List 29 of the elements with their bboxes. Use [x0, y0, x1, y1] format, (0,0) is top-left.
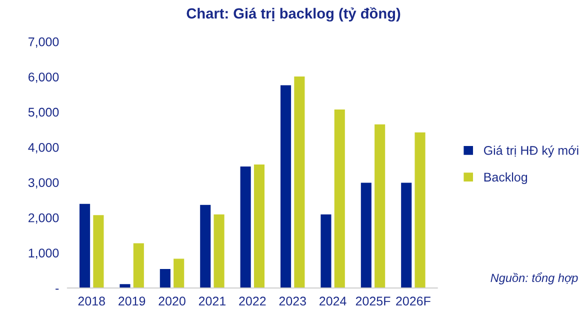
text: Nguồn: tổng hợp — [490, 272, 578, 284]
bar — [280, 84, 292, 288]
bar — [374, 124, 386, 288]
x-tick-label: 2020 — [158, 296, 186, 306]
bar — [172, 258, 185, 288]
chart-title: Chart: Giá trị backlog (tỷ đồng) — [186, 7, 400, 22]
y-tick-label: - — [56, 288, 59, 290]
x-tick-label: 2025F — [356, 296, 390, 306]
y-tick-label: 4,000 — [28, 143, 59, 154]
x-tick-label: 2024 — [320, 296, 346, 306]
y-tick-label: 5,000 — [28, 108, 59, 118]
bar — [159, 268, 172, 288]
x-tick-label: 2022 — [239, 296, 266, 306]
bar — [253, 164, 266, 288]
y-tick-label: 3,000 — [28, 178, 59, 189]
y-tick-label: 7,000 — [28, 37, 59, 48]
x-tick-label: 2023 — [279, 296, 306, 306]
legend-label: Backlog — [484, 172, 528, 184]
x-tick-label: 2021 — [198, 296, 226, 306]
y-tick-label: 6,000 — [28, 72, 59, 83]
x-tick-label: 2019 — [118, 296, 146, 306]
bar — [240, 166, 252, 288]
bar — [293, 76, 306, 288]
x-tick-label: 2026F — [396, 296, 430, 306]
bar — [360, 182, 372, 288]
legend-label: Giá trị HĐ ký mới — [484, 146, 578, 158]
x-tick-label: 2018 — [78, 296, 105, 306]
y-tick-label: 2,000 — [28, 213, 59, 224]
y-tick-label: 1,000 — [28, 248, 59, 259]
